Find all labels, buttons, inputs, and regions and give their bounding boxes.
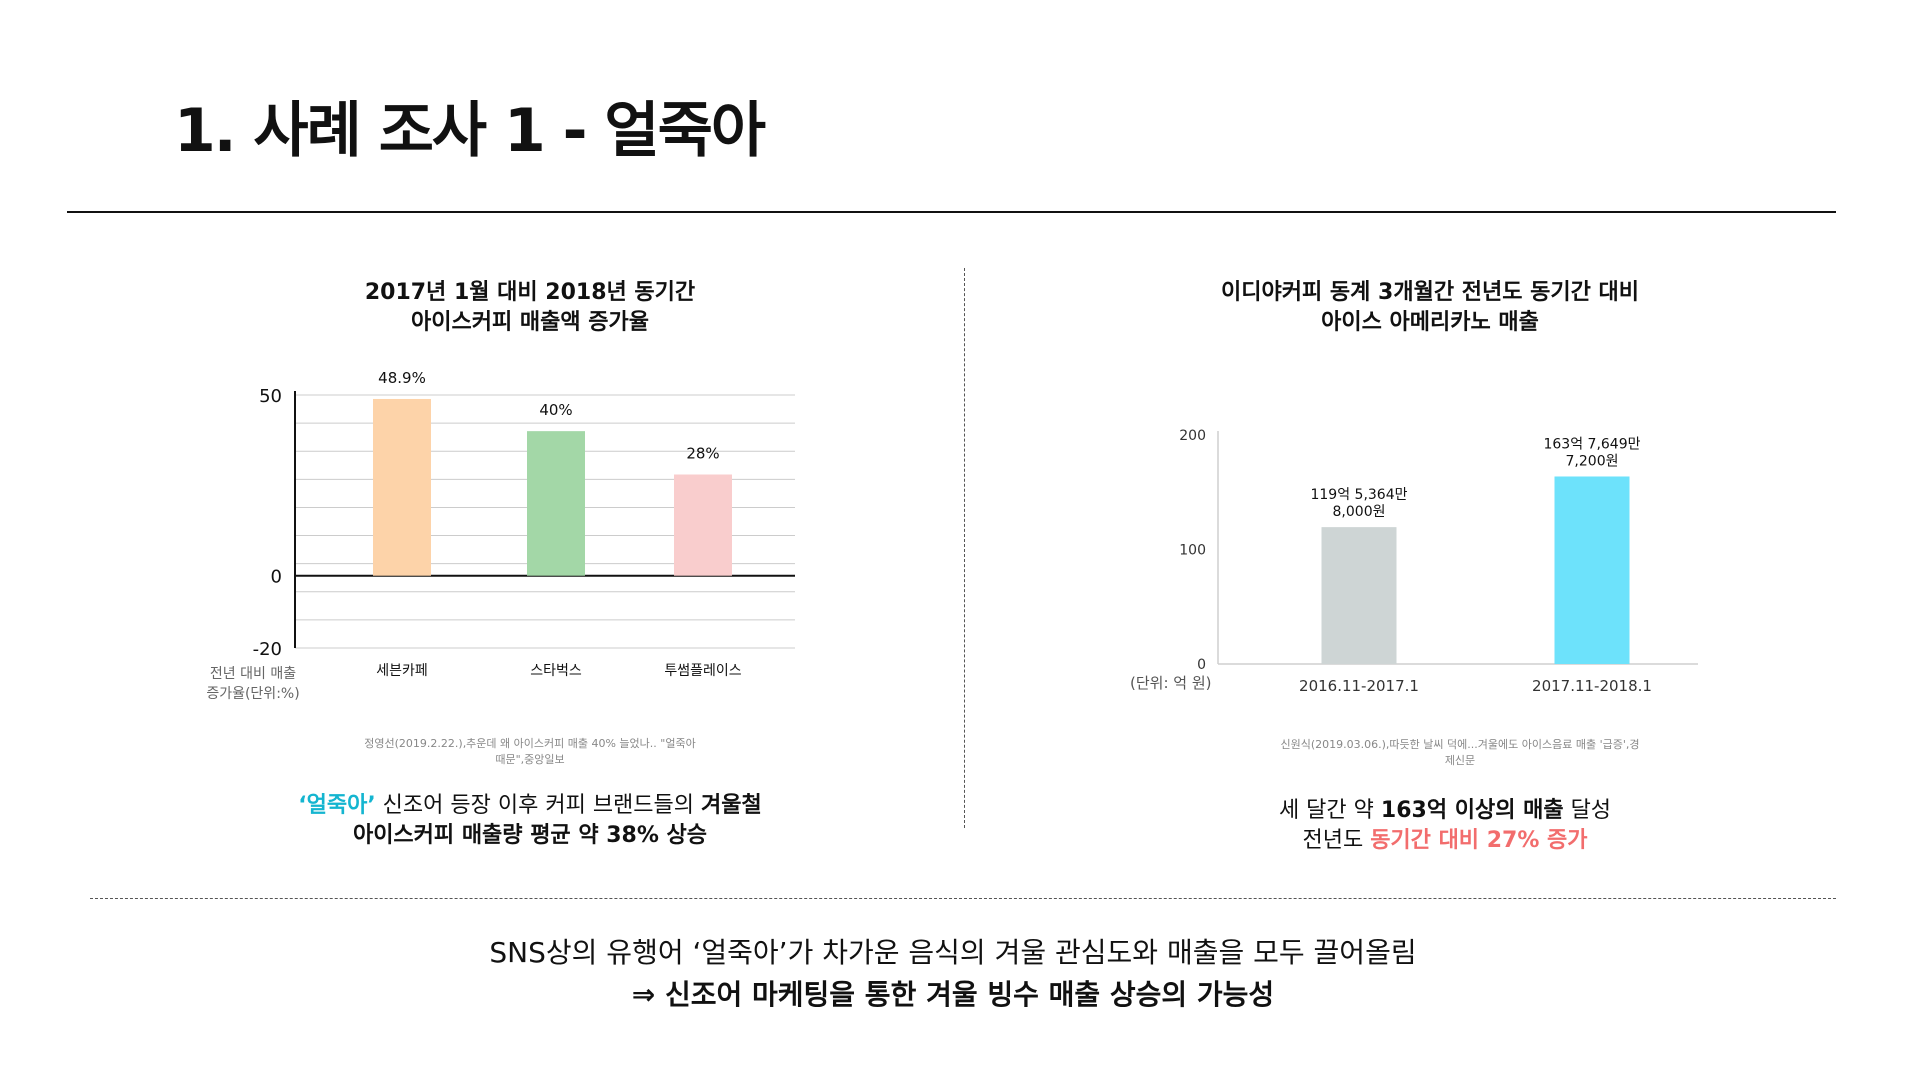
panel-divider: [964, 268, 965, 828]
left-y-axis-caption: 전년 대비 매출 증가율(단위:%): [198, 664, 308, 704]
data-label: 28%: [686, 445, 719, 463]
y-tick-label: 0: [271, 567, 282, 588]
right-source-citation: 신원식(2019.03.06.),따듯한 날씨 덕에...겨울에도 아이스음료 …: [1245, 737, 1675, 769]
right-summary-text-pre: 세 달간 약: [1278, 798, 1381, 823]
right-chart-title: 이디야커피 동계 3개월간 전년도 동기간 대비 아이스 아메리카노 매출: [1180, 278, 1680, 338]
left-y-axis-caption-line2: 증가율(단위:%): [206, 686, 300, 702]
page-title: 1. 사례 조사 1 - 얼죽아: [174, 96, 766, 166]
bottom-divider: [90, 898, 1836, 899]
right-summary-bold: 163억 이상의 매출: [1380, 798, 1564, 823]
bar-3: [674, 474, 732, 576]
x-tick-label: 투썸플레이스: [664, 663, 741, 679]
left-chart-title-line2: 아이스커피 매출액 증가율: [411, 310, 649, 335]
left-source-line2: 때문",중앙일보: [495, 753, 565, 766]
y-tick-label: 100: [1179, 543, 1206, 559]
left-summary-line2: 아이스커피 매출량 평균 약 38% 상승: [352, 823, 708, 848]
data-label: 48.9%: [378, 369, 426, 387]
left-chart-title: 2017년 1월 대비 2018년 동기간 아이스커피 매출액 증가율: [320, 278, 740, 338]
left-summary-bold: 겨울철: [701, 793, 762, 818]
right-summary2-text: 전년도: [1302, 828, 1371, 853]
right-summary-line1: 세 달간 약 163억 이상의 매출 달성: [1195, 796, 1695, 826]
left-summary-line1: ‘얼죽아’ 신조어 등장 이후 커피 브랜드들의 겨울철: [240, 791, 820, 821]
right-summary-text-post: 달성: [1563, 798, 1612, 823]
bar-2: [527, 431, 585, 576]
conclusion-line1: SNS상의 유행어 ‘얼죽아’가 차가운 음식의 겨울 관심도와 매출을 모두 …: [489, 936, 1417, 969]
data-label-line1: 163억 7,649만: [1543, 436, 1640, 452]
y-tick-label: 50: [259, 386, 282, 407]
data-label-line2: 7,200원: [1566, 453, 1619, 469]
title-divider: [67, 211, 1836, 213]
left-source-citation: 정영선(2019.2.22.),추운데 왜 아이스커피 매출 40% 늘었나..…: [330, 736, 730, 768]
bar-1: [1321, 527, 1397, 664]
right-summary-note: 세 달간 약 163억 이상의 매출 달성 전년도 동기간 대비 27% 증가: [1195, 796, 1695, 856]
conclusion-line2: ⇒ 신조어 마케팅을 통한 겨울 빙수 매출 상승의 가능성: [631, 978, 1275, 1011]
right-chart-title-line1: 이디야커피 동계 3개월간 전년도 동기간 대비: [1221, 280, 1639, 305]
x-tick-label: 스타벅스: [530, 663, 582, 679]
right-summary2-highlight: 동기간 대비 27% 증가: [1370, 828, 1588, 853]
y-tick-label: 0: [1197, 657, 1206, 673]
bar-1: [373, 398, 431, 576]
left-bar-chart: 50 0 -20 48.9% 세븐카페 40% 스타벅스 28% 투썸플레이스: [253, 369, 795, 679]
left-y-axis-caption-line1: 전년 대비 매출: [209, 666, 297, 682]
keyword-highlight: ‘얼죽아’: [298, 793, 376, 818]
left-chart-title-line1: 2017년 1월 대비 2018년 동기간: [364, 280, 696, 305]
x-tick-label: 2017.11-2018.1: [1532, 677, 1652, 695]
conclusion: SNS상의 유행어 ‘얼죽아’가 차가운 음식의 겨울 관심도와 매출을 모두 …: [0, 932, 1906, 1016]
x-tick-label: 세븐카페: [376, 663, 428, 679]
left-source-line1: 정영선(2019.2.22.),추운데 왜 아이스커피 매출 40% 늘었나..…: [364, 737, 696, 750]
x-tick-label: 2016.11-2017.1: [1299, 677, 1419, 695]
right-summary-line2: 전년도 동기간 대비 27% 증가: [1195, 826, 1695, 856]
y-tick-label: -20: [253, 639, 282, 660]
data-label: 40%: [539, 401, 572, 419]
y-tick-label: 200: [1179, 428, 1206, 444]
left-summary-note: ‘얼죽아’ 신조어 등장 이후 커피 브랜드들의 겨울철 아이스커피 매출량 평…: [240, 791, 820, 851]
data-label-line1: 119억 5,364만: [1310, 487, 1407, 503]
right-unit-caption: (단위: 억 원): [1130, 674, 1212, 692]
right-source-line2: 제신문: [1444, 754, 1476, 767]
bar-2: [1554, 476, 1630, 664]
left-summary-text: 신조어 등장 이후 커피 브랜드들의: [375, 793, 702, 818]
right-source-line1: 신원식(2019.03.06.),따듯한 날씨 덕에...겨울에도 아이스음료 …: [1280, 738, 1640, 751]
right-chart-title-line2: 아이스 아메리카노 매출: [1321, 310, 1539, 335]
data-label-line2: 8,000원: [1333, 504, 1386, 520]
